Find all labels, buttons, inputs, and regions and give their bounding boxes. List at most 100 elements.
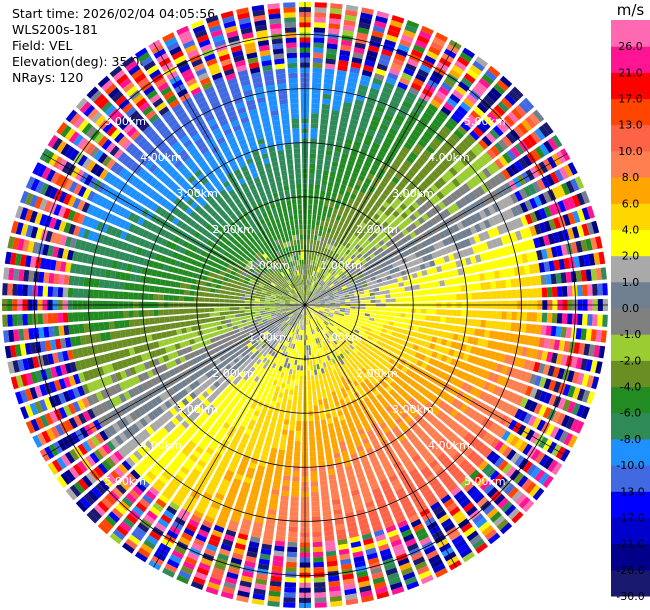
gate-cell [451, 64, 464, 76]
gate-cell [401, 257, 408, 264]
gate-cell [298, 355, 301, 361]
gate-cell [393, 218, 401, 226]
gate-cell [290, 379, 295, 385]
gate-cell [326, 249, 331, 255]
gate-cell [345, 306, 351, 309]
gate-cell [280, 403, 286, 410]
gate-cell [586, 222, 595, 235]
gate-cell [420, 204, 429, 212]
gate-cell [381, 276, 388, 282]
gate-cell [446, 309, 452, 316]
gate-cell [310, 286, 314, 292]
gate-cell [365, 54, 377, 63]
gate-cell [330, 285, 335, 289]
gate-cell [414, 175, 423, 184]
gate-cell [441, 309, 447, 316]
gate-cell [467, 247, 475, 256]
gate-cell [532, 181, 542, 193]
gate-cell [405, 63, 417, 72]
gate-cell [321, 103, 331, 110]
gate-cell [329, 262, 334, 268]
gate-cell [318, 144, 326, 150]
gate-cell [382, 176, 390, 184]
gate-cell [466, 68, 479, 80]
gate-cell [416, 207, 425, 216]
gate-cell [314, 582, 326, 588]
gate-cell [313, 556, 324, 563]
gate-cell [437, 110, 449, 120]
gate-cell [328, 206, 334, 213]
gate-cell [468, 191, 477, 202]
gate-cell [390, 312, 396, 317]
gate-cell [394, 255, 401, 261]
gate-cell [446, 294, 452, 301]
gate-cell [277, 454, 285, 461]
gate-cell [289, 425, 295, 431]
gate-cell [314, 602, 327, 608]
gate-cell [326, 459, 334, 466]
gate-cell [317, 445, 324, 451]
gate-cell [323, 164, 330, 171]
gate-cell [404, 286, 411, 292]
gate-cell [406, 91, 417, 101]
gate-cell [400, 292, 406, 297]
gate-cell [519, 202, 529, 213]
gate-cell [539, 143, 550, 156]
gate-cell [308, 199, 313, 205]
gate-cell [408, 86, 420, 96]
gate-cell [390, 298, 396, 303]
gate-cell [341, 111, 350, 119]
gate-cell [460, 77, 473, 88]
gate-cell [371, 232, 378, 239]
gate-cell [340, 44, 352, 52]
gate-cell [375, 228, 382, 235]
gate-cell [309, 280, 312, 286]
gate-cell [474, 223, 482, 233]
gate-cell [542, 191, 552, 203]
gate-cell [309, 153, 316, 159]
gate-cell [389, 237, 397, 245]
gate-cell [354, 184, 361, 191]
gate-cell [314, 260, 318, 267]
gate-cell [309, 270, 312, 276]
gate-cell [430, 170, 440, 180]
gate-cell [376, 278, 383, 283]
gate-cell [344, 297, 350, 300]
gate-cell [511, 86, 524, 99]
gate-cell [461, 310, 467, 317]
gate-cell [420, 167, 430, 176]
gate-cell [361, 143, 370, 151]
gate-cell [348, 238, 354, 245]
gate-cell [354, 243, 361, 250]
gate-cell [368, 288, 375, 293]
gate-cell [570, 241, 578, 254]
gate-cell [481, 310, 487, 319]
gate-cell [575, 270, 582, 282]
gate-cell [318, 296, 324, 300]
gate-cell [375, 295, 381, 299]
gate-cell [309, 436, 315, 442]
gate-cell [343, 174, 350, 181]
gate-cell [552, 232, 560, 244]
gate-cell [462, 248, 470, 257]
gate-cell [287, 546, 298, 553]
gate-cell [324, 367, 329, 373]
gate-cell [374, 221, 381, 228]
gate-cell [323, 398, 328, 405]
gate-cell [345, 281, 351, 286]
gate-cell [472, 60, 485, 72]
gate-cell [314, 235, 318, 241]
gate-cell [291, 374, 296, 380]
gate-cell [354, 292, 360, 296]
gate-cell [405, 313, 411, 319]
gate-cell [307, 234, 311, 240]
gate-cell [456, 105, 468, 116]
gate-cell [438, 231, 446, 239]
ray [305, 162, 578, 305]
gate-cell [497, 171, 507, 183]
gate-cell [354, 162, 363, 170]
gate-cell [463, 153, 474, 163]
gate-cell [518, 265, 526, 276]
gate-cell [329, 202, 335, 208]
gate-cell [309, 300, 315, 303]
